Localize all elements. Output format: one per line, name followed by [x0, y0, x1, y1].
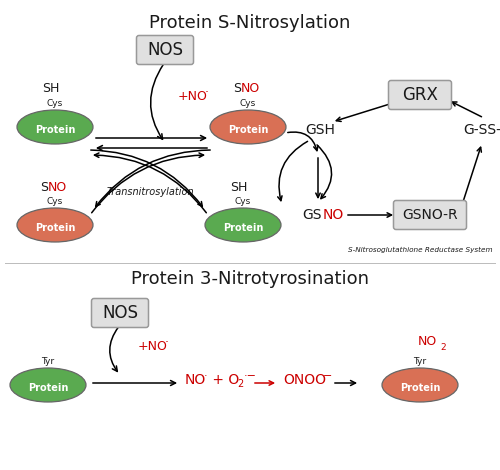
Text: 2: 2: [237, 379, 243, 389]
Text: S: S: [233, 82, 241, 95]
Text: Protein: Protein: [35, 223, 75, 233]
Text: SH: SH: [42, 82, 60, 95]
Text: + O: + O: [208, 373, 240, 387]
Ellipse shape: [205, 208, 281, 242]
Ellipse shape: [17, 110, 93, 144]
Text: S: S: [40, 181, 48, 194]
Text: Protein: Protein: [228, 125, 268, 135]
Text: SH: SH: [230, 181, 248, 194]
Text: Protein: Protein: [35, 125, 75, 135]
Text: NO: NO: [323, 208, 344, 222]
Text: GSNO-R: GSNO-R: [402, 208, 458, 222]
Ellipse shape: [210, 110, 286, 144]
Ellipse shape: [17, 208, 93, 242]
Text: ·: ·: [204, 371, 208, 381]
Text: GSH: GSH: [305, 123, 335, 137]
Text: Cys: Cys: [47, 99, 63, 108]
Text: Transnitrosylation: Transnitrosylation: [106, 187, 194, 197]
Text: NO: NO: [418, 335, 437, 348]
Text: 2: 2: [440, 343, 446, 352]
Text: NOS: NOS: [102, 304, 138, 322]
Text: +NO: +NO: [178, 91, 208, 103]
Text: ·: ·: [165, 337, 169, 350]
Ellipse shape: [382, 368, 458, 402]
Text: G-SS-G: G-SS-G: [464, 123, 500, 137]
Text: ·: ·: [205, 86, 209, 100]
Text: Tyr: Tyr: [414, 357, 426, 366]
Text: ONOO: ONOO: [283, 373, 326, 387]
Text: NO: NO: [185, 373, 206, 387]
Text: GRX: GRX: [402, 86, 438, 104]
Text: −: −: [323, 371, 332, 381]
Text: Tyr: Tyr: [42, 357, 54, 366]
Text: NOS: NOS: [147, 41, 183, 59]
Text: NO: NO: [241, 82, 260, 95]
Ellipse shape: [10, 368, 86, 402]
Text: Cys: Cys: [47, 197, 63, 206]
Text: NO: NO: [48, 181, 67, 194]
Text: Protein S-Nitrosylation: Protein S-Nitrosylation: [150, 14, 350, 32]
Text: S-Nitrosoglutathione Reductase System: S-Nitrosoglutathione Reductase System: [348, 247, 492, 253]
Text: Protein: Protein: [223, 223, 263, 233]
Text: ·−: ·−: [244, 371, 257, 381]
Text: Protein: Protein: [28, 383, 68, 393]
FancyBboxPatch shape: [388, 80, 452, 110]
Text: +NO: +NO: [138, 340, 168, 353]
Text: Protein: Protein: [400, 383, 440, 393]
Text: Protein 3-Nitrotyrosination: Protein 3-Nitrotyrosination: [131, 270, 369, 288]
Text: GS: GS: [302, 208, 322, 222]
Text: Cys: Cys: [235, 197, 251, 206]
FancyBboxPatch shape: [92, 298, 148, 328]
Text: Cys: Cys: [240, 99, 256, 108]
FancyBboxPatch shape: [136, 36, 194, 64]
FancyBboxPatch shape: [394, 201, 466, 229]
